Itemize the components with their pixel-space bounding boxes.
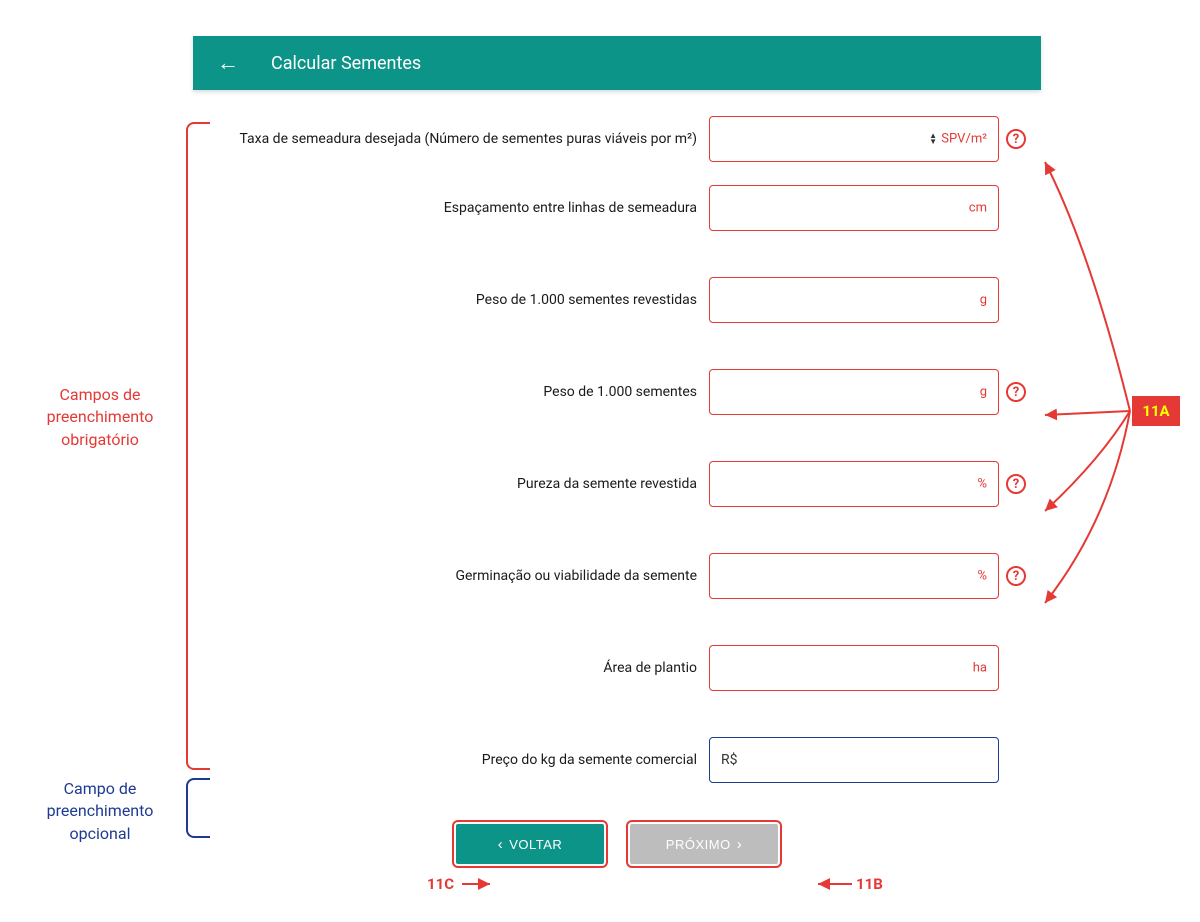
footer-buttons: ‹ VOLTAR PRÓXIMO ›: [193, 806, 1041, 864]
annotation-label-required: Campos de preenchimento obrigatório: [20, 384, 180, 451]
help-icon[interactable]: ?: [1006, 566, 1026, 586]
input-cell: R$: [709, 737, 999, 783]
annotation-tag-11c: 11C: [427, 875, 454, 893]
currency-prefix: R$: [721, 752, 738, 768]
field-row-peso-sementes: Peso de 1.000 sementes g ?: [193, 346, 1041, 438]
field-label: Pureza da semente revestida: [201, 476, 709, 492]
area-input[interactable]: [709, 645, 999, 691]
help-icon[interactable]: ?: [1006, 129, 1026, 149]
input-cell: ha: [709, 645, 999, 691]
annotation-bracket-optional: [186, 778, 210, 838]
spinner-icon[interactable]: ▲▼: [929, 133, 937, 145]
input-cell: g: [709, 369, 999, 415]
annotation-bracket-required: [186, 122, 210, 770]
espacamento-input[interactable]: [709, 185, 999, 231]
preco-input[interactable]: [709, 737, 999, 783]
app-container: ← Calcular Sementes Taxa de semeadura de…: [193, 36, 1041, 864]
germinacao-input[interactable]: [709, 553, 999, 599]
field-label: Taxa de semeadura desejada (Número de se…: [201, 131, 709, 147]
field-row-taxa: Taxa de semeadura desejada (Número de se…: [193, 90, 1041, 162]
field-label: Peso de 1.000 sementes revestidas: [201, 292, 709, 308]
chevron-right-icon: ›: [737, 836, 743, 853]
back-button[interactable]: ‹ VOLTAR: [456, 824, 604, 864]
pureza-input[interactable]: [709, 461, 999, 507]
peso-sementes-input[interactable]: [709, 369, 999, 415]
field-row-preco: Preço do kg da semente comercial R$: [193, 714, 1041, 806]
form-body: Taxa de semeadura desejada (Número de se…: [193, 90, 1041, 864]
back-button-label: VOLTAR: [509, 837, 562, 852]
field-row-area: Área de plantio ha: [193, 622, 1041, 714]
back-arrow-icon[interactable]: ←: [217, 50, 239, 76]
input-cell: %: [709, 461, 999, 507]
annotation-label-optional: Campo de preenchimento opcional: [20, 778, 180, 845]
field-label: Germinação ou viabilidade da semente: [201, 568, 709, 584]
field-row-peso-revestidas: Peso de 1.000 sementes revestidas g: [193, 254, 1041, 346]
page-title: Calcular Sementes: [271, 53, 421, 74]
help-icon[interactable]: ?: [1006, 382, 1026, 402]
input-cell: ▲▼ SPV/m²: [709, 116, 999, 162]
annotation-tag-11b: 11B: [856, 875, 883, 893]
field-row-germinacao: Germinação ou viabilidade da semente % ?: [193, 530, 1041, 622]
chevron-left-icon: ‹: [498, 836, 504, 853]
input-cell: cm: [709, 185, 999, 231]
app-header: ← Calcular Sementes: [193, 36, 1041, 90]
field-label: Peso de 1.000 sementes: [201, 384, 709, 400]
field-row-pureza: Pureza da semente revestida % ?: [193, 438, 1041, 530]
help-icon[interactable]: ?: [1006, 474, 1026, 494]
field-row-espacamento: Espaçamento entre linhas de semeadura cm: [193, 162, 1041, 254]
input-cell: g: [709, 277, 999, 323]
taxa-input[interactable]: [709, 116, 999, 162]
field-label: Área de plantio: [201, 660, 709, 676]
annotation-tag-11a: 11A: [1132, 396, 1180, 426]
peso-revestidas-input[interactable]: [709, 277, 999, 323]
field-label: Espaçamento entre linhas de semeadura: [201, 200, 709, 216]
input-cell: %: [709, 553, 999, 599]
next-button[interactable]: PRÓXIMO ›: [630, 824, 778, 864]
next-button-label: PRÓXIMO: [666, 837, 731, 852]
field-label: Preço do kg da semente comercial: [201, 752, 709, 768]
